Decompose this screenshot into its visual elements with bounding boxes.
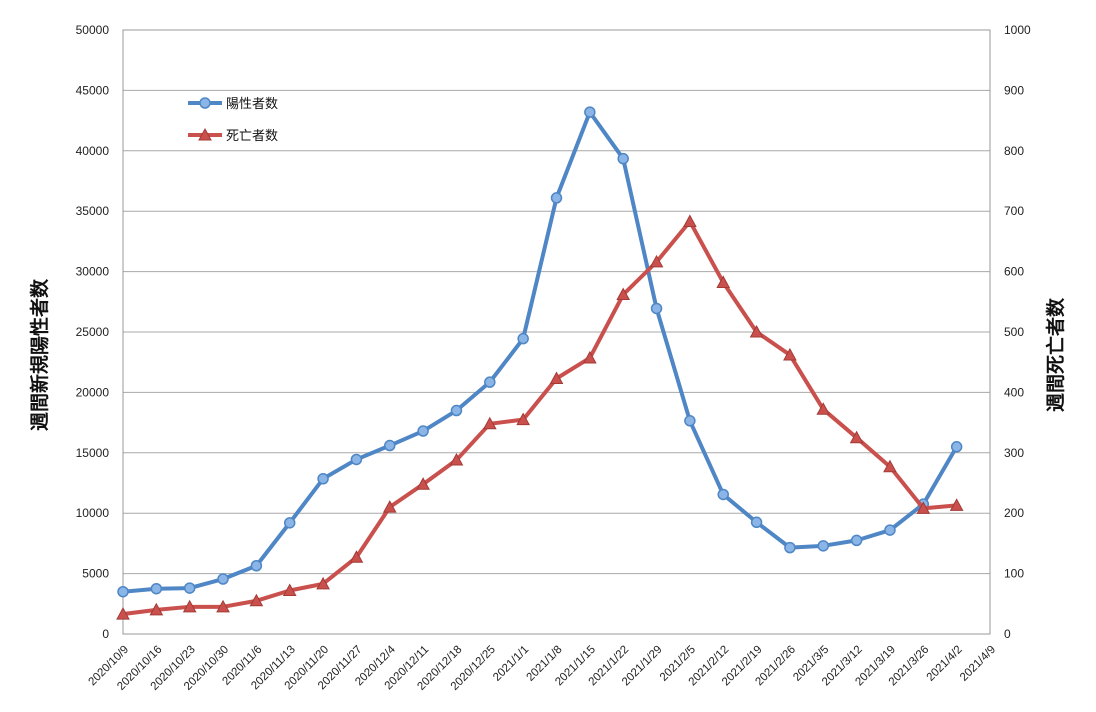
y-tick-label: 15000 xyxy=(76,446,110,460)
data-point-deaths xyxy=(549,371,564,385)
data-point-positive xyxy=(650,302,663,315)
left-y-axis: 0 5000 10000 15000 20000 25000 30000 35000 40000… xyxy=(76,23,110,641)
data-point-deaths xyxy=(116,607,130,620)
data-point-positive xyxy=(850,534,863,547)
series-line-1 xyxy=(122,219,957,617)
x-tick-label: 2021/1/1 xyxy=(491,644,531,684)
data-point-positive xyxy=(717,488,729,501)
data-point-positive xyxy=(117,585,129,598)
x-axis: 2020/10/92020/10/162020/10/232020/10/302… xyxy=(86,643,998,693)
y2-tick-label: 400 xyxy=(1004,385,1024,399)
y-tick-label: 35000 xyxy=(76,204,110,218)
data-point-positive xyxy=(283,517,296,529)
data-point-deaths xyxy=(382,500,397,513)
legend-positive-label: 陽性者数 xyxy=(226,97,278,112)
data-point-deaths xyxy=(749,324,764,338)
data-point-positive xyxy=(517,332,529,345)
data-point-positive xyxy=(617,152,629,165)
data-point-positive xyxy=(750,516,763,529)
data-point-deaths xyxy=(916,501,931,514)
data-point-positive xyxy=(684,415,696,427)
right-axis-title: 週間死亡者数 xyxy=(1044,297,1067,412)
y-tick-label: 10000 xyxy=(76,506,110,520)
data-point-positive xyxy=(150,582,163,595)
y2-tick-label: 0 xyxy=(1004,627,1011,641)
data-point-deaths xyxy=(282,583,297,597)
y2-tick-label: 500 xyxy=(1004,325,1024,339)
data-point-positive xyxy=(417,425,429,437)
legend: 陽性者数 死亡者数 xyxy=(188,97,278,144)
data-point-deaths xyxy=(249,593,264,607)
data-point-deaths xyxy=(182,599,197,613)
data-point-deaths xyxy=(216,599,230,613)
data-point-positive xyxy=(250,559,263,572)
data-point-positive xyxy=(817,540,830,552)
data-point-deaths xyxy=(316,576,330,590)
legend-deaths-marker xyxy=(198,127,212,141)
data-point-positive xyxy=(550,192,563,204)
data-point-positive xyxy=(484,376,496,388)
data-point-deaths xyxy=(482,416,497,430)
data-point-deaths xyxy=(949,498,964,511)
y-tick-label: 20000 xyxy=(76,385,110,399)
data-point-positive xyxy=(450,404,463,417)
data-point-positive xyxy=(317,473,329,485)
y2-tick-label: 600 xyxy=(1004,265,1024,279)
data-point-positive xyxy=(884,524,896,536)
data-point-deaths xyxy=(683,214,697,227)
data-point-positive xyxy=(217,573,229,585)
series-layer xyxy=(116,106,964,620)
y-tick-label: 0 xyxy=(102,627,109,641)
data-point-deaths xyxy=(449,453,464,466)
y-tick-label: 5000 xyxy=(82,567,109,581)
series-line-0 xyxy=(122,110,959,594)
y2-tick-label: 200 xyxy=(1004,506,1024,520)
data-point-deaths xyxy=(716,275,731,288)
legend-deaths-label: 死亡者数 xyxy=(226,129,278,144)
data-point-positive xyxy=(584,106,596,118)
data-point-deaths xyxy=(416,477,430,490)
y-tick-label: 25000 xyxy=(76,325,110,339)
data-point-positive xyxy=(950,441,963,453)
y-tick-label: 40000 xyxy=(76,144,110,158)
data-point-positive xyxy=(384,439,396,452)
left-axis-title: 週間新規陽性者数 xyxy=(28,278,51,431)
data-point-deaths xyxy=(149,602,164,616)
y2-tick-label: 700 xyxy=(1004,204,1024,218)
plot-area-frame xyxy=(122,29,991,635)
y2-tick-label: 900 xyxy=(1004,83,1024,97)
y2-tick-label: 300 xyxy=(1004,446,1024,460)
x-tick-label: 2021/4/2 xyxy=(925,644,965,684)
y-tick-label: 45000 xyxy=(76,83,110,97)
data-point-deaths xyxy=(516,412,530,426)
data-point-deaths xyxy=(883,459,897,473)
data-point-positive xyxy=(350,453,363,466)
data-point-positive xyxy=(784,541,796,554)
y-tick-label: 30000 xyxy=(76,265,110,279)
y-tick-label: 50000 xyxy=(76,23,110,37)
data-point-deaths xyxy=(783,347,797,361)
y2-tick-label: 800 xyxy=(1004,144,1024,158)
data-point-deaths xyxy=(616,287,631,301)
y2-tick-label: 100 xyxy=(1004,567,1024,581)
y2-tick-label: 1000 xyxy=(1004,23,1031,37)
data-point-deaths xyxy=(816,402,831,415)
data-point-deaths xyxy=(649,254,664,268)
data-point-deaths xyxy=(583,350,597,364)
data-point-deaths xyxy=(349,550,364,563)
legend-positive-marker xyxy=(199,97,211,109)
right-y-axis: 0 100 200 300 400 500 600 700 800 900 1000 xyxy=(1004,23,1031,641)
x-tick-label: 2021/4/9 xyxy=(958,644,998,684)
data-point-positive xyxy=(183,582,196,594)
data-point-deaths xyxy=(849,430,864,444)
